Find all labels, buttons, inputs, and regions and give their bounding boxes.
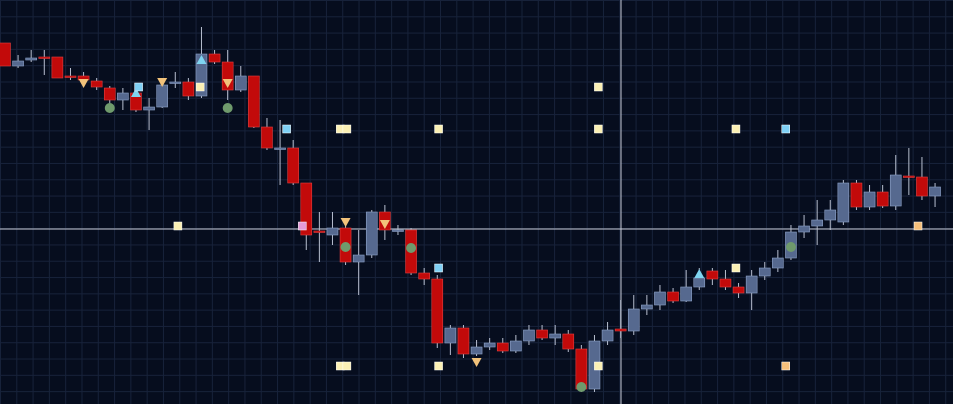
signal-square (282, 124, 291, 134)
candle-body (300, 182, 313, 236)
signal-circle (104, 103, 115, 113)
candle-body (863, 191, 876, 208)
signal-triangle-up (694, 269, 705, 278)
signal-circle (785, 242, 796, 252)
signal-triangle-down (157, 78, 168, 87)
candle-body (889, 174, 902, 207)
candle-body (719, 278, 732, 288)
candle-body (667, 291, 679, 302)
candle-body (601, 329, 614, 342)
candle-body (195, 53, 208, 97)
candle-body (352, 254, 365, 263)
candle-body (470, 346, 483, 355)
signal-square (173, 221, 183, 231)
candle-body (837, 182, 850, 223)
signal-square (195, 82, 205, 92)
candle-body (654, 291, 666, 306)
candle-body (51, 56, 64, 79)
signal-square (913, 221, 923, 231)
candle-body (929, 186, 941, 197)
signal-square (298, 221, 307, 231)
candle-body (287, 147, 299, 184)
candle-body (326, 227, 339, 236)
signal-square (434, 124, 443, 134)
candle-body (457, 327, 470, 355)
candle-body (208, 53, 221, 63)
candle-body (248, 75, 260, 128)
signal-square (594, 82, 603, 92)
candle-body (143, 106, 155, 111)
candle-body (221, 61, 234, 91)
candle-body (25, 57, 37, 61)
candle-body (510, 340, 522, 352)
signal-circle (576, 382, 587, 392)
signal-triangle-up (130, 88, 141, 97)
candle-body (313, 230, 326, 233)
signal-square (342, 124, 352, 134)
signal-square (134, 82, 143, 92)
candle-body (156, 84, 168, 108)
candle-body (523, 329, 535, 342)
signal-triangle-down (379, 220, 390, 229)
candle-body (549, 333, 561, 339)
signal-triangle-down (340, 218, 351, 227)
candle-body (732, 286, 745, 294)
candle-body (365, 211, 378, 256)
signal-triangle-up (196, 55, 207, 64)
signal-square (594, 124, 603, 134)
signal-square (342, 361, 352, 371)
candle-body (562, 333, 575, 350)
signal-triangle-down (471, 358, 482, 367)
candle-body (758, 267, 771, 277)
candle-body (234, 75, 247, 91)
candle-body (12, 60, 24, 67)
candle-body (418, 272, 430, 280)
candle-body (772, 257, 784, 269)
signal-square (731, 263, 741, 273)
candle-body (483, 342, 496, 348)
candle-body (745, 275, 758, 294)
signal-circle (406, 243, 417, 253)
candle-body (903, 175, 915, 178)
candle-body (706, 270, 719, 280)
signal-square (434, 361, 443, 371)
signal-square (434, 263, 443, 273)
signal-square (781, 124, 790, 134)
candle-body (90, 80, 103, 88)
candle-body (693, 277, 706, 288)
signal-square (731, 124, 741, 134)
candle-body (680, 286, 692, 302)
candle-body (536, 329, 548, 339)
candle-body (431, 278, 444, 344)
candle-body (641, 304, 653, 310)
candle-body (614, 328, 627, 332)
signal-square (594, 361, 603, 371)
candle-body (169, 81, 182, 84)
candle-body (916, 176, 928, 197)
candle-body (64, 75, 77, 78)
candle-body (627, 308, 640, 332)
candle-body (444, 327, 457, 344)
candle-body (850, 182, 863, 208)
signal-circle (222, 103, 233, 113)
candle-body (496, 342, 509, 352)
candle-body (798, 225, 810, 233)
candle-body (38, 56, 51, 59)
candle-body (824, 209, 837, 221)
candle-body (392, 229, 404, 232)
candle-body (876, 191, 889, 207)
signal-square (781, 361, 790, 371)
candle-body (117, 92, 129, 101)
candle-body (261, 126, 273, 149)
signal-triangle-down (78, 79, 89, 88)
candle-body (274, 147, 286, 150)
candle-body (103, 87, 116, 101)
signal-triangle-down (222, 79, 233, 88)
candle-body (0, 42, 11, 67)
candle-body (182, 81, 195, 97)
candle-body (811, 219, 823, 227)
signal-circle (340, 242, 351, 252)
